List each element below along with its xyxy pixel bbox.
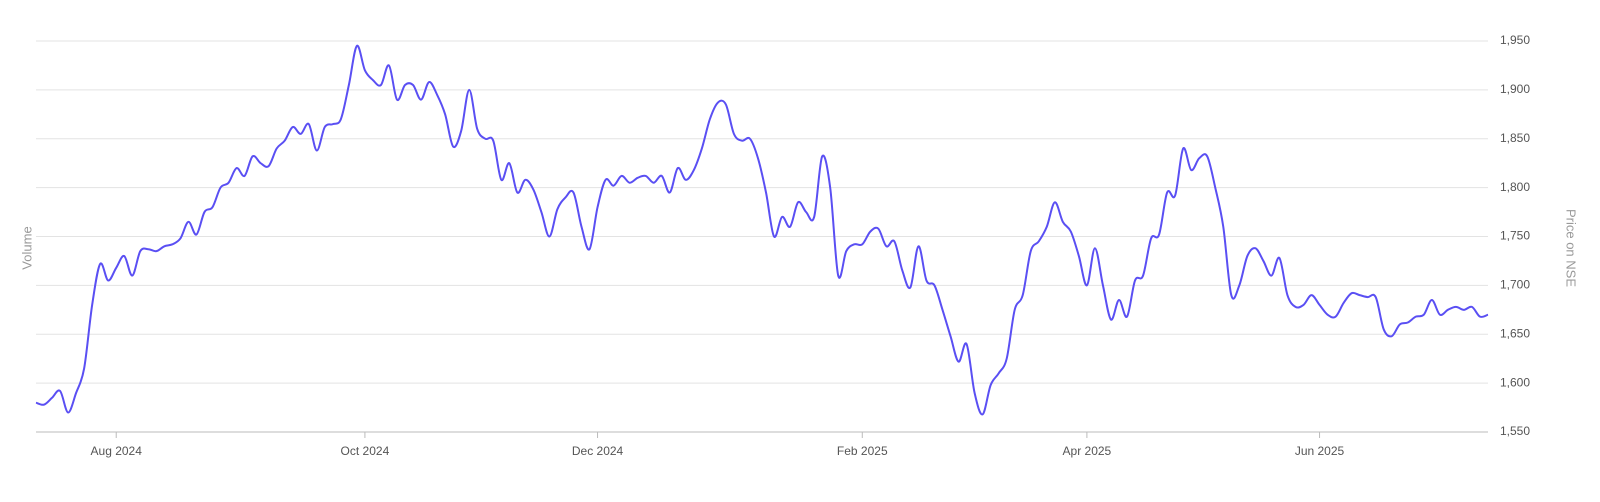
y-tick-label: 1,850 (1500, 131, 1530, 145)
x-tick-label: Apr 2025 (1063, 444, 1112, 458)
y-tick-label: 1,900 (1500, 82, 1530, 96)
x-tick-label: Jun 2025 (1295, 444, 1345, 458)
price-line (35, 44, 1489, 416)
y-tick-label: 1,600 (1500, 375, 1530, 389)
x-tick-label: Aug 2024 (91, 444, 143, 458)
y-tick-label: 1,950 (1500, 33, 1530, 47)
y-tick-label: 1,750 (1500, 229, 1530, 243)
x-tick-label: Dec 2024 (572, 444, 624, 458)
y-tick-label: 1,650 (1500, 326, 1530, 340)
y-tick-label: 1,550 (1500, 424, 1530, 438)
left-axis-title: Volume (19, 226, 34, 269)
y-tick-label: 1,800 (1500, 180, 1530, 194)
x-tick-label: Oct 2024 (341, 444, 390, 458)
x-tick-label: Feb 2025 (837, 444, 888, 458)
right-axis-title: Price on NSE (1564, 209, 1579, 287)
y-tick-label: 1,700 (1500, 278, 1530, 292)
